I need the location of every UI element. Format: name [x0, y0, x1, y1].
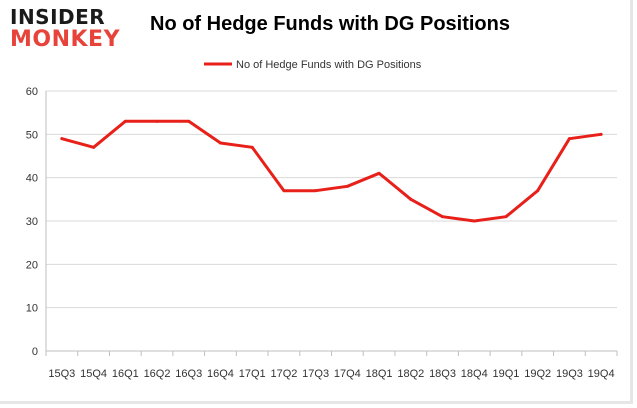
logo-line-insider: INSIDER: [10, 5, 106, 29]
chart-title: No of Hedge Funds with DG Positions: [150, 13, 510, 35]
x-tick-label-18Q3: 18Q3: [429, 368, 456, 380]
y-tick-label: 50: [26, 129, 38, 141]
x-tick-label-17Q3: 17Q3: [302, 368, 329, 380]
x-tick-label-18Q4: 18Q4: [461, 368, 488, 380]
y-tick-label: 30: [26, 216, 38, 228]
y-tick-label: 20: [26, 259, 38, 271]
y-tick-label: 10: [26, 303, 38, 315]
data-point-17Q1: [250, 145, 254, 149]
data-point-17Q4: [345, 184, 349, 188]
series-group: [60, 119, 603, 223]
data-point-19Q4: [599, 132, 603, 136]
x-tick-label-17Q4: 17Q4: [334, 368, 361, 380]
data-point-18Q4: [472, 219, 476, 223]
y-tick-label: 0: [32, 346, 38, 358]
data-point-17Q2: [282, 189, 286, 193]
insider-monkey-logo: INSIDER MONKEY: [10, 5, 120, 52]
data-point-16Q3: [187, 119, 191, 123]
data-point-16Q4: [218, 141, 222, 145]
legend: No of Hedge Funds with DG Positions: [204, 59, 422, 71]
x-tick-label-16Q3: 16Q3: [175, 368, 202, 380]
x-tick-label-19Q4: 19Q4: [588, 368, 615, 380]
x-tick-label-17Q1: 17Q1: [239, 368, 266, 380]
x-tick-label-19Q2: 19Q2: [524, 368, 551, 380]
data-point-18Q1: [377, 171, 381, 175]
data-point-16Q2: [155, 119, 159, 123]
data-point-16Q1: [123, 119, 127, 123]
y-tick-label: 40: [26, 173, 38, 185]
x-tick-label-15Q4: 15Q4: [80, 368, 107, 380]
x-tick-label-17Q2: 17Q2: [270, 368, 297, 380]
gridlines: [46, 90, 617, 352]
x-tick-label-15Q3: 15Q3: [48, 368, 75, 380]
x-axis-ticks: 15Q3 15Q4 16Q1 16Q2 16Q3 16Q4 17Q1 17Q2 17Q3 17Q4…: [45, 351, 618, 380]
data-point-18Q3: [441, 215, 445, 219]
data-point-19Q3: [567, 137, 571, 141]
data-point-15Q4: [92, 145, 96, 149]
x-tick-label-16Q2: 16Q2: [144, 368, 171, 380]
series-line-0: [60, 119, 603, 223]
data-point-18Q2: [409, 197, 413, 201]
y-tick-label: 60: [26, 86, 38, 98]
logo-line-monkey: MONKEY: [10, 27, 121, 52]
data-point-19Q1: [504, 215, 508, 219]
x-tick-label-16Q4: 16Q4: [207, 368, 234, 380]
x-tick-label-19Q1: 19Q1: [493, 368, 520, 380]
data-point-17Q3: [314, 189, 318, 193]
x-tick-label-18Q2: 18Q2: [397, 368, 424, 380]
y-axis-ticks: 0 10 20 30 40 50 60: [26, 86, 38, 358]
x-tick-label-18Q1: 18Q1: [366, 368, 393, 380]
legend-label: No of Hedge Funds with DG Positions: [236, 59, 422, 71]
x-tick-label-19Q3: 19Q3: [556, 368, 583, 380]
data-point-15Q3: [60, 137, 64, 141]
data-point-19Q2: [536, 189, 540, 193]
x-tick-label-16Q1: 16Q1: [112, 368, 139, 380]
